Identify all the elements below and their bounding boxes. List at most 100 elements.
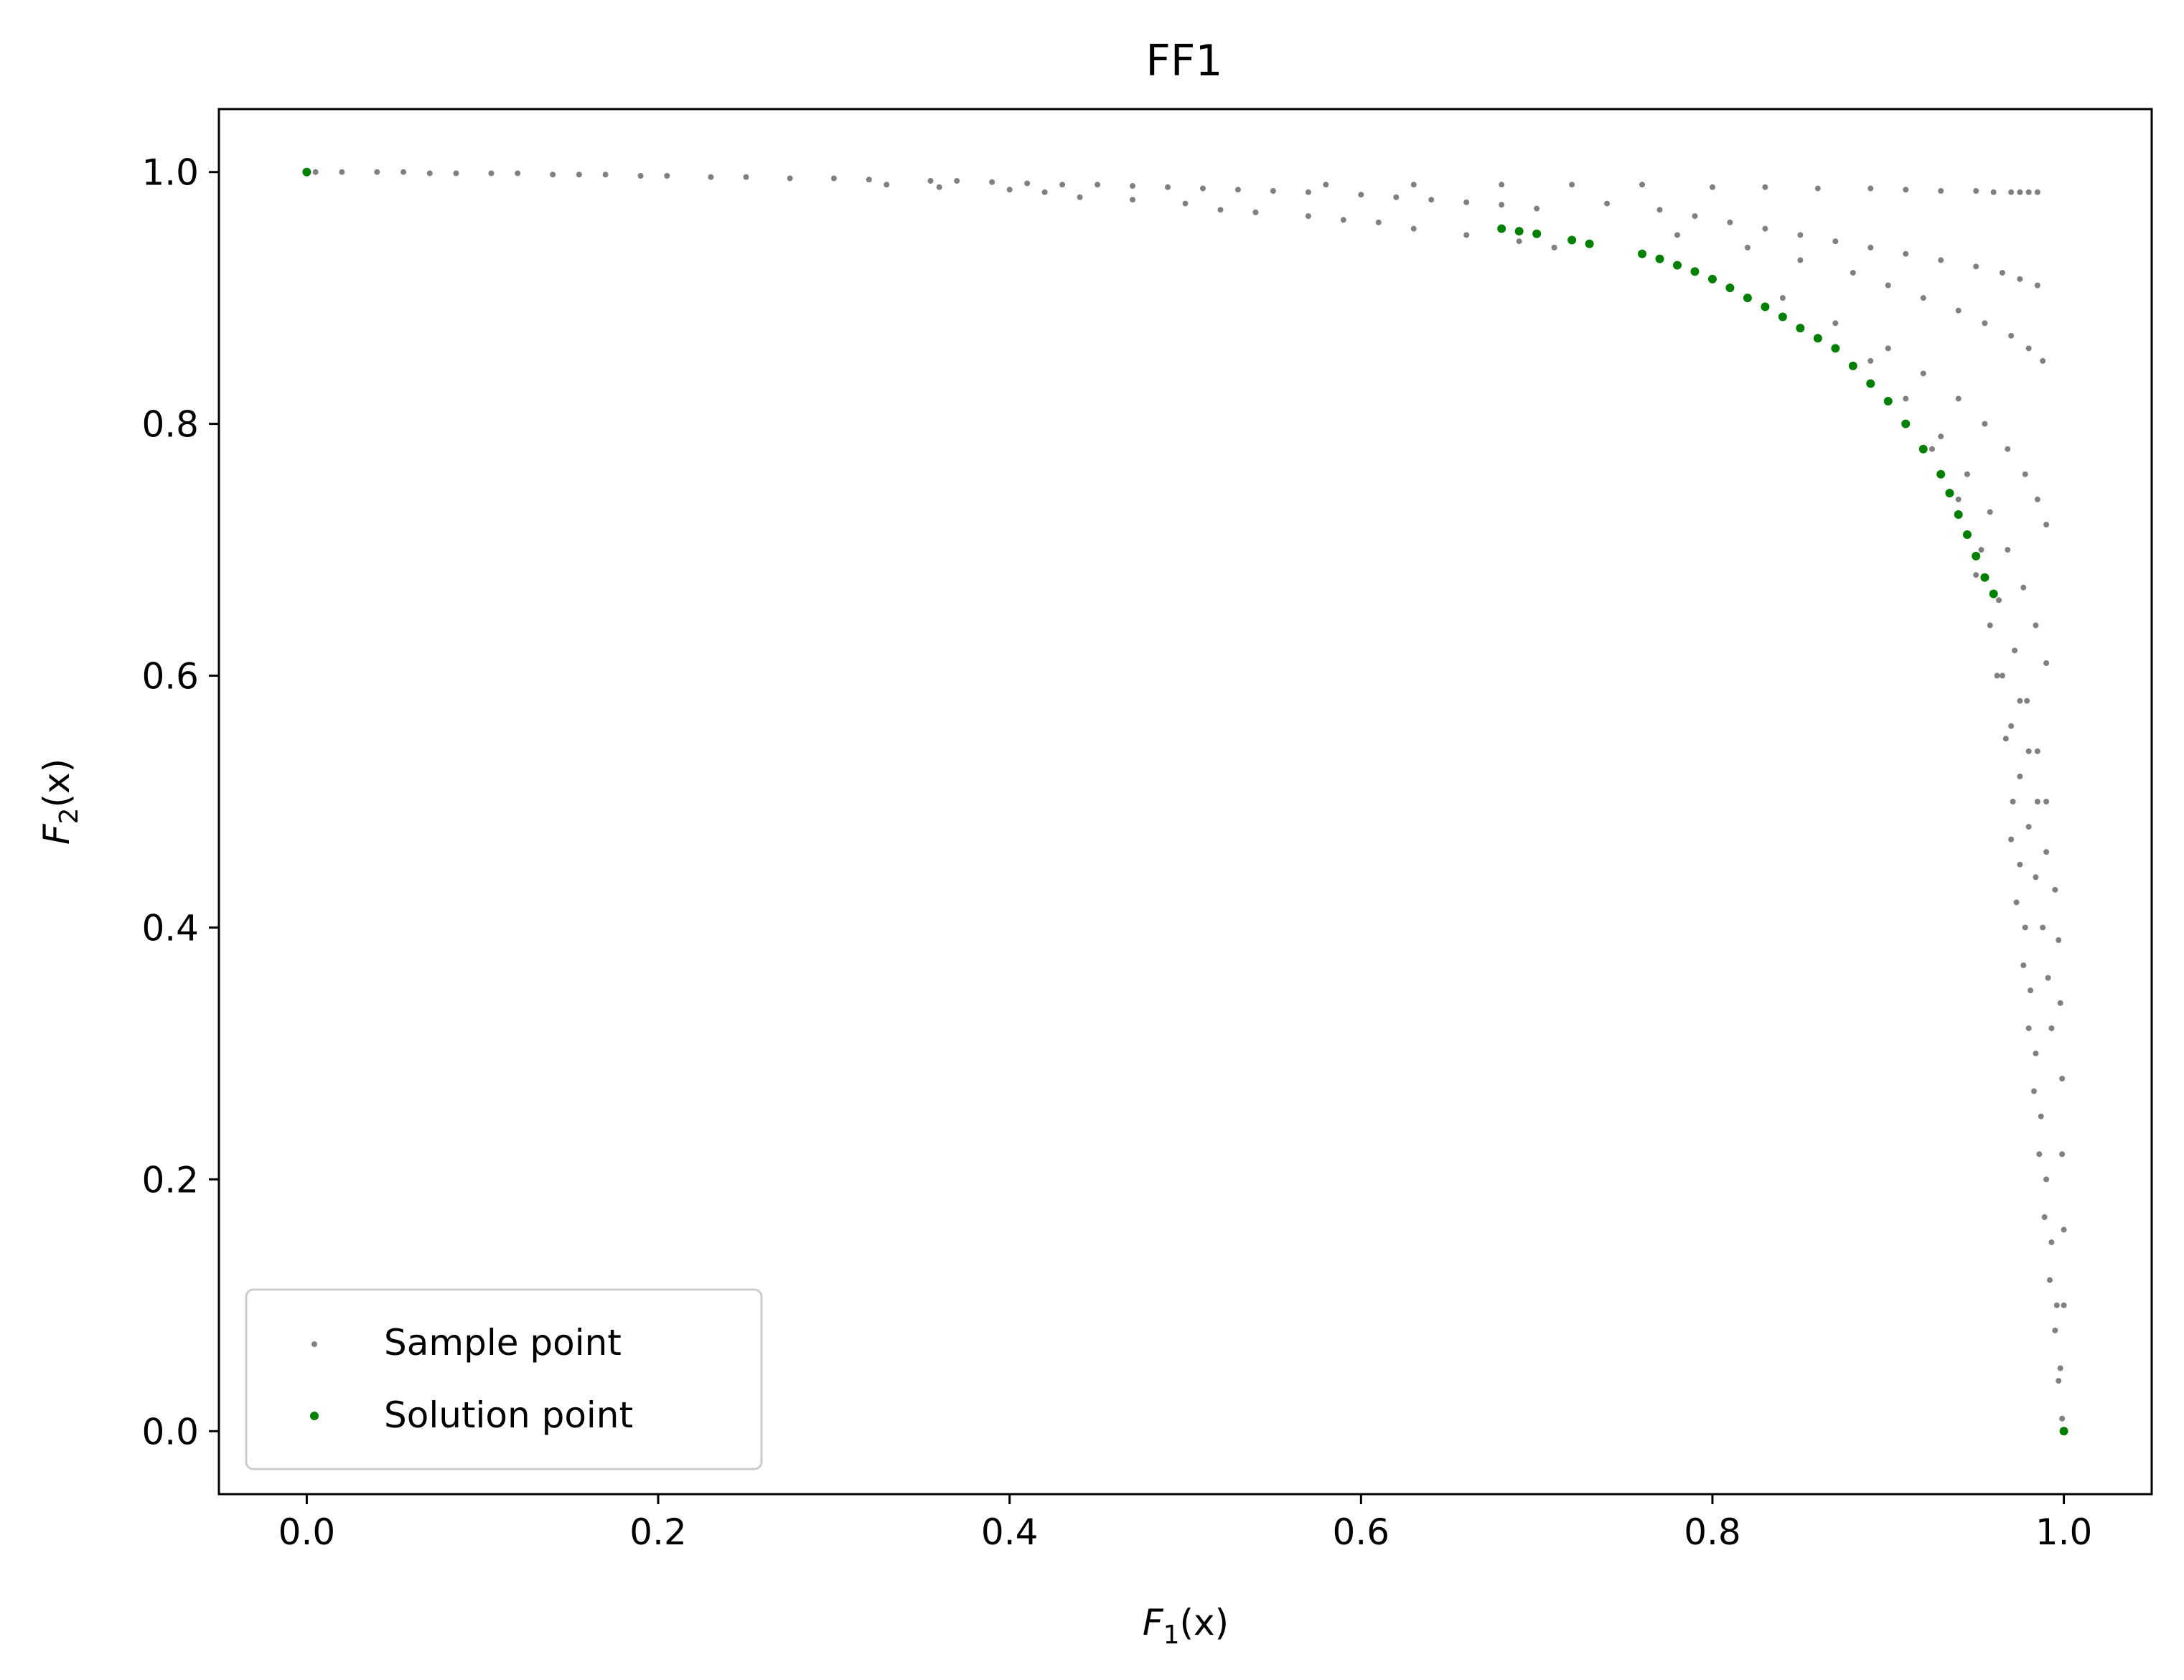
- sample-point: [708, 174, 714, 180]
- sample-point: [936, 184, 942, 190]
- sample-point: [426, 170, 433, 177]
- sample-point: [1006, 187, 1013, 193]
- sample-point: [2005, 446, 2011, 452]
- sample-point: [1463, 232, 1470, 238]
- sample-point: [1982, 421, 1988, 427]
- sample-point: [1903, 187, 1909, 193]
- sample-point: [1938, 257, 1944, 263]
- sample-point: [1252, 209, 1259, 215]
- solution-point: [1980, 573, 1989, 582]
- sample-point: [2034, 748, 2040, 754]
- solution-point: [302, 167, 311, 177]
- y-tick-label: 0.4: [141, 907, 199, 949]
- solution-point: [1655, 254, 1664, 263]
- x-tick-label: 0.2: [629, 1511, 687, 1553]
- sample-point: [2012, 647, 2018, 654]
- x-tick-label: 0.4: [981, 1511, 1039, 1553]
- sample-point: [2008, 189, 2015, 195]
- sample-point: [2043, 1176, 2050, 1183]
- y-tick-label: 0.6: [141, 656, 199, 698]
- solution-point: [1962, 530, 1972, 540]
- sample-point: [1305, 213, 1311, 220]
- sample-point: [453, 170, 459, 177]
- sample-point: [576, 172, 582, 178]
- solution-point: [1672, 261, 1682, 270]
- sample-point: [2025, 1025, 2032, 1031]
- sample-point: [1867, 245, 1874, 250]
- sample-point: [2017, 698, 2023, 704]
- solution-point: [1883, 397, 1893, 406]
- sample-point: [1095, 182, 1101, 188]
- solution-point: [1796, 324, 1805, 333]
- sample-point: [1727, 219, 1733, 225]
- sample-point: [1990, 189, 1997, 195]
- sample-point: [1903, 250, 1909, 257]
- solution-point: [1831, 344, 1840, 353]
- x-tick-label: 0.6: [1333, 1511, 1390, 1553]
- sample-point: [2043, 660, 2050, 666]
- sample-point: [2036, 1151, 2043, 1158]
- solution-point: [1945, 489, 1954, 498]
- sample-point: [1982, 320, 1988, 327]
- sample-point: [954, 178, 960, 184]
- sample-point: [2043, 799, 2050, 804]
- sample-point: [1130, 183, 1136, 189]
- x-axis: 0.0 0.2 0.4 0.6 0.8 1.0: [278, 1494, 2092, 1553]
- x-tick-label: 0.0: [278, 1511, 336, 1553]
- sample-point: [2052, 1327, 2058, 1333]
- sample-point: [2020, 584, 2027, 591]
- sample-point: [1797, 232, 1804, 238]
- sample-point: [1358, 192, 1364, 198]
- solution-point: [1972, 551, 1981, 560]
- sample-point: [1024, 180, 1031, 187]
- sample-point: [1656, 207, 1663, 213]
- solution-point: [1497, 224, 1506, 233]
- sample-point: [400, 169, 407, 175]
- plot-frame: [217, 108, 2153, 1496]
- sample-point: [550, 172, 556, 178]
- legend-marker-solution: [310, 1412, 319, 1420]
- sample-point: [2048, 1025, 2055, 1031]
- sample-point: [1996, 597, 2002, 604]
- solution-point: [1866, 379, 1875, 388]
- sample-point: [374, 169, 380, 175]
- sample-point: [2025, 748, 2032, 754]
- sample-point: [2057, 1365, 2063, 1371]
- sample-point: [602, 172, 609, 178]
- sample-point: [2056, 937, 2062, 943]
- sample-point: [2008, 723, 2015, 729]
- sample-point: [2059, 1415, 2066, 1422]
- sample-point: [1516, 238, 1522, 245]
- solution-point: [1743, 294, 1752, 303]
- sample-point: [1832, 238, 1839, 245]
- solution-point: [1690, 267, 1700, 276]
- sample-point: [2025, 345, 2032, 352]
- sample-point: [1410, 225, 1417, 232]
- sample-point: [2047, 1277, 2053, 1283]
- sample-point: [1534, 205, 1540, 212]
- sample-point: [2022, 924, 2028, 931]
- y-tick-label: 0.2: [141, 1159, 199, 1201]
- sample-point: [2056, 1378, 2062, 1384]
- sample-point: [1999, 672, 2005, 679]
- sample-point: [1674, 232, 1680, 238]
- sample-point: [1955, 496, 1962, 502]
- sample-point: [2057, 1000, 2063, 1006]
- sample-point: [2048, 1239, 2055, 1246]
- sample-point: [1234, 187, 1241, 193]
- sample-point: [1964, 471, 1970, 477]
- sample-point: [2034, 496, 2040, 502]
- solution-point: [1532, 229, 1542, 238]
- sample-point: [884, 182, 890, 188]
- sample-point: [2041, 1214, 2048, 1220]
- sample-point: [1973, 188, 1979, 194]
- sample-point: [2024, 698, 2030, 704]
- sample-point: [1182, 200, 1189, 207]
- sample-point: [1797, 257, 1804, 263]
- sample-point: [2010, 799, 2016, 804]
- sample-point: [2008, 332, 2015, 339]
- sample-point: [1994, 672, 2000, 679]
- sample-point: [1973, 263, 1979, 270]
- sample-point: [1999, 270, 2005, 276]
- sample-point: [2022, 471, 2028, 477]
